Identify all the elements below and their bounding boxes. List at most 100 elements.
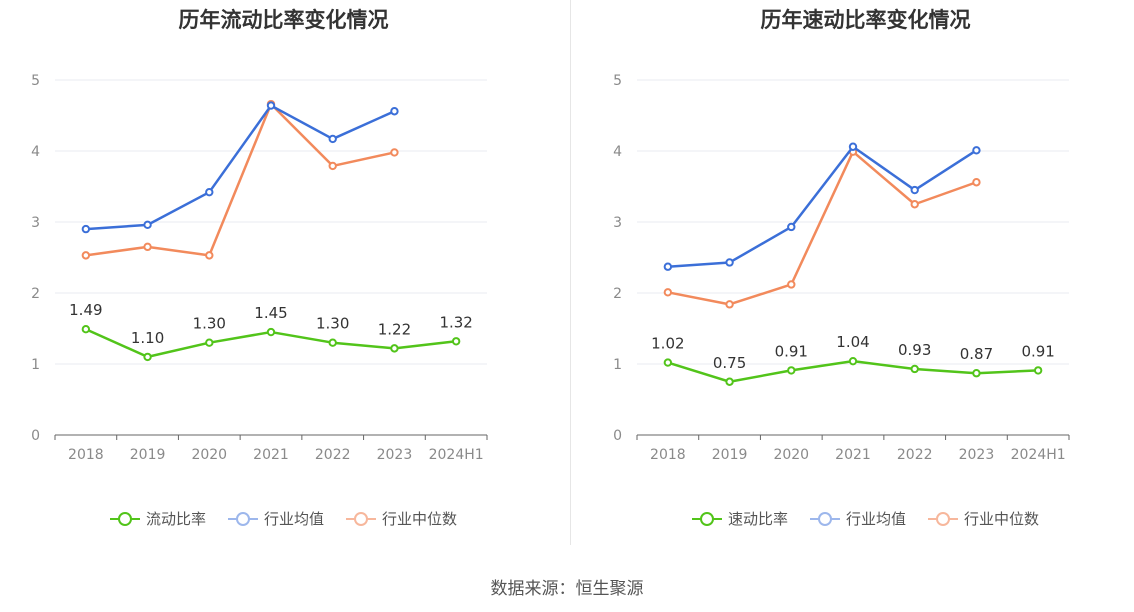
y-tick-label: 1 [613,357,622,373]
data-point-industry-median [725,300,734,309]
data-point-primary [1033,366,1043,375]
series-line-industry-avg [667,145,978,268]
data-point-primary [266,327,276,337]
x-tick-label: 2018 [68,447,104,463]
legend-label-industry-avg: 行业均值 [263,510,324,528]
data-label: 1.32 [439,313,472,331]
legend-label-industry-median: 行业中位数 [382,510,458,528]
x-tick-label: 2020 [191,447,227,463]
chart-plot-area: 0 1 2 3 4 5 2018 2019 2020 2021 2022 2023 2024H1 1.02… [613,73,1070,463]
legend-swatch-industry-median [928,511,958,527]
data-point-industry-avg [143,220,152,230]
chart-legend: 流动比率 行业均值 行业中位数 [0,508,567,529]
x-tick-label: 2024H1 [429,447,484,463]
x-tick-label: 2021 [253,447,289,463]
data-point-industry-median [972,178,981,187]
data-point-industry-avg [390,107,399,116]
legend-swatch-industry-avg [809,511,840,527]
data-point-industry-median [143,242,152,252]
x-tick-label: 2018 [650,447,686,463]
legend-item-industry-median[interactable]: 行业中位数 [346,508,457,529]
y-tick-label: 4 [31,144,40,160]
y-tick-label: 1 [31,357,40,373]
legend-item-industry-median[interactable]: 行业中位数 [928,508,1039,529]
x-tick-label: 2019 [130,447,166,463]
data-label: 1.02 [651,335,684,353]
data-point-primary [451,337,461,346]
legend-item-industry-avg[interactable]: 行业均值 [227,508,324,529]
legend-label-primary: 速动比率 [727,510,788,528]
x-tick-label: 2019 [712,447,748,463]
chart-title: 历年速动比率变化情况 [760,8,971,32]
data-point-industry-median [663,288,673,297]
data-source-note: 数据来源：恒生聚源 [490,579,644,599]
x-tick-label: 2023 [377,447,413,463]
legend-swatch-primary [691,511,722,527]
data-point-industry-avg [848,142,858,151]
data-label: 1.22 [378,320,411,338]
data-point-primary [848,356,858,366]
y-tick-label: 4 [613,144,622,160]
data-point-industry-median [81,251,91,260]
data-point-primary [663,358,673,367]
data-label: 0.91 [1021,342,1054,360]
data-label: 1.04 [836,333,869,351]
data-point-industry-avg [725,258,734,267]
chart-legend: 速动比率 行业均值 行业中位数 [582,508,1134,529]
y-tick-label: 5 [31,73,40,89]
data-point-primary [390,344,399,353]
x-tick-label: 2023 [959,447,995,463]
series-line-industry-median [85,102,395,257]
legend-item-primary[interactable]: 流动比率 [109,508,206,529]
data-label: 1.30 [316,315,349,333]
series-line-industry-median [667,150,977,306]
data-point-industry-median [328,161,337,171]
legend-swatch-industry-median [346,511,376,527]
data-point-industry-avg [266,101,276,110]
data-label: 0.87 [960,345,993,363]
legend-label-industry-median: 行业中位数 [964,510,1040,528]
legend-swatch-primary [109,511,140,527]
series-line-industry-avg [85,104,395,231]
y-tick-label: 3 [613,215,622,231]
data-point-primary [205,338,214,347]
legend-label-primary: 流动比率 [145,510,206,528]
data-label: 0.93 [898,341,931,359]
legend-item-primary[interactable]: 速动比率 [691,508,788,529]
legend-item-industry-avg[interactable]: 行业均值 [809,508,906,529]
y-tick-label: 0 [31,428,40,444]
x-tick-label: 2024H1 [1011,447,1066,463]
data-label: 0.75 [713,354,746,372]
data-point-primary [81,325,91,334]
panel-divider [570,0,571,545]
data-point-industry-avg [910,185,919,195]
data-point-industry-avg [787,222,796,232]
data-point-industry-avg [972,146,981,155]
data-point-industry-median [910,200,919,209]
y-tick-label: 2 [613,286,622,302]
data-point-primary [725,377,734,386]
chart-panel-quick-ratio: 历年速动比率变化情况 0 1 2 3 4 5 2018 2019 2020 2021 2022 202… [582,0,1134,545]
data-point-industry-avg [81,224,91,234]
data-point-primary [143,352,152,362]
y-tick-label: 5 [613,73,622,89]
data-label: 1.45 [254,304,287,322]
legend-swatch-industry-avg [227,511,258,527]
x-tick-label: 2020 [773,447,809,463]
x-tick-label: 2022 [897,447,933,463]
data-point-primary [328,338,337,347]
x-tick-label: 2021 [835,447,871,463]
data-point-industry-median [205,251,214,260]
data-label: 0.91 [775,342,808,360]
chart-panel-current-ratio: 历年流动比率变化情况 0 1 2 3 4 5 2018 2019 2020 2021 2022 202… [0,0,567,545]
data-point-industry-median [390,148,399,157]
data-label: 1.30 [193,315,226,333]
data-point-industry-avg [205,187,214,197]
x-tick-label: 2022 [315,447,351,463]
data-label: 1.10 [131,329,164,347]
chart-plot-area: 0 1 2 3 4 5 2018 2019 2020 2021 2022 2023 2024H1 1.49… [31,73,488,463]
y-tick-label: 2 [31,286,40,302]
data-point-industry-avg [328,134,337,144]
y-tick-label: 3 [31,215,40,231]
data-point-primary [972,369,981,378]
